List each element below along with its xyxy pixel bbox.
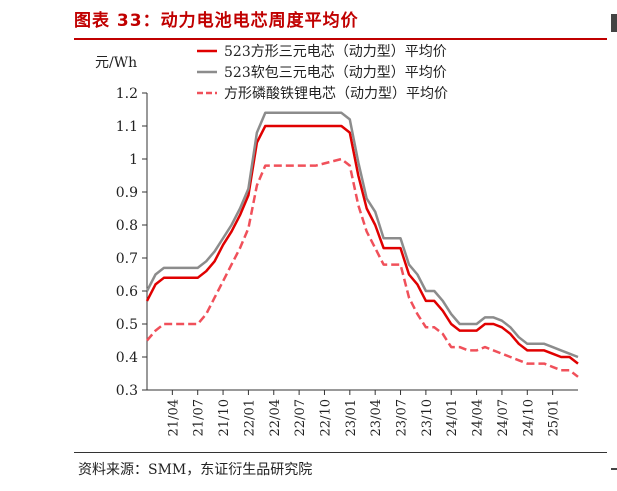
title-rule <box>74 38 607 40</box>
series-line-1 <box>145 124 579 365</box>
x-tick-label: 24/04 <box>471 399 486 436</box>
x-tick-label: 22/01 <box>242 399 257 436</box>
x-tick-label: 22/10 <box>318 399 333 436</box>
y-tick-label: 0.9 <box>116 185 138 201</box>
bottom-rule <box>74 452 607 453</box>
y-tick-label: 1.1 <box>116 119 138 135</box>
source-note: 资料来源：SMM，东证衍生品研究院 <box>78 462 313 478</box>
x-tick-label: 21/07 <box>192 399 207 436</box>
legend-label-1: 523方形三元电芯（动力型）平均价 <box>224 44 447 60</box>
edge-mark <box>611 14 617 32</box>
series-line-3 <box>146 157 579 378</box>
y-tick-label: 0.8 <box>116 218 138 234</box>
y-axis-unit: 元/Wh <box>95 55 137 71</box>
x-tick-label: 22/04 <box>268 399 283 436</box>
x-tick-label: 23/10 <box>420 399 435 436</box>
legend-label-2: 523软包三元电芯（动力型）平均价 <box>224 65 447 81</box>
y-tick-label: 0.5 <box>116 317 138 333</box>
x-tick-label: 22/07 <box>293 399 308 436</box>
x-tick-label: 21/10 <box>217 399 232 436</box>
x-tick-label: 24/01 <box>445 399 460 436</box>
x-tick-label: 25/01 <box>547 399 562 436</box>
figure-title: 图表 33：动力电池电芯周度平均价 <box>74 11 359 31</box>
y-tick-label: 0.6 <box>116 284 138 300</box>
x-tick-label: 23/04 <box>369 399 384 436</box>
x-tick-label: 23/01 <box>344 399 359 436</box>
y-tick-label: 1.2 <box>116 86 138 102</box>
y-tick-label: 0.3 <box>116 383 138 399</box>
edge-mark-bottom <box>611 468 617 470</box>
y-tick-label: 0.4 <box>116 350 138 366</box>
axes: 1.2 1.1 1 0.9 0.8 0.7 0.6 0.5 0.4 0.3 21/04 21/07 21… <box>116 86 578 436</box>
legend: 523方形三元电芯（动力型）平均价 523软包三元电芯（动力型）平均价方形磷酸铁锂… <box>197 44 448 102</box>
x-tick-label: 21/04 <box>166 399 181 436</box>
x-tick-label: 24/10 <box>521 399 536 436</box>
x-tick-label: 23/07 <box>395 399 410 436</box>
y-tick-label: 0.7 <box>116 251 138 267</box>
y-tick-label: 1 <box>129 152 138 168</box>
legend-label-3: 方形磷酸铁锂电芯（动力型）平均价 <box>224 86 448 102</box>
x-tick-label: 24/07 <box>496 399 511 436</box>
series-lines <box>145 111 579 378</box>
series-line-2 <box>145 111 579 359</box>
